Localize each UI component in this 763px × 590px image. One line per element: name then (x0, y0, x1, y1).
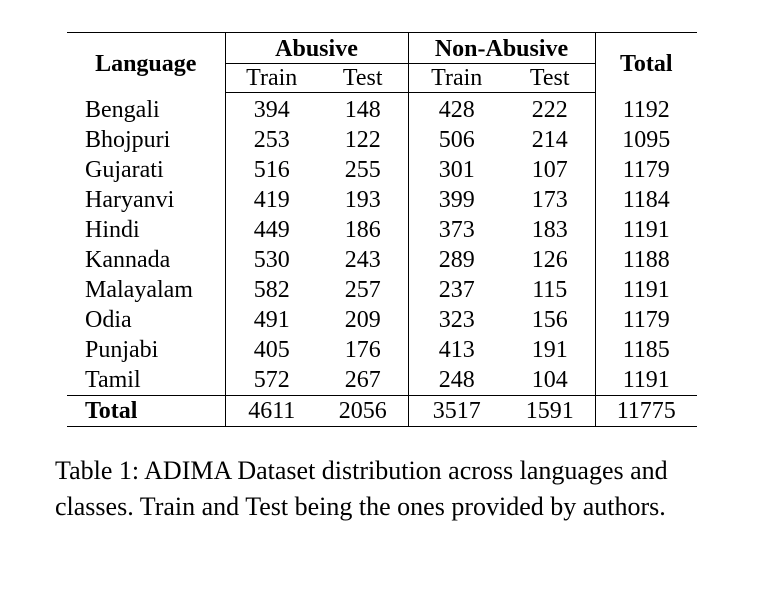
table-row: Haryanvi 419 193 399 173 1184 (67, 185, 697, 215)
cell-total: 1191 (622, 277, 670, 303)
cell-abusive-train: 419 (253, 187, 290, 213)
cell-abusive-train: 530 (253, 247, 290, 273)
cell-abusive-train: 449 (253, 217, 290, 243)
cell-language: Gujarati (67, 155, 226, 185)
cell-non-abusive-train: 399 (438, 187, 475, 213)
table-body: Bengali 394 148 428 222 1192 Bhojpuri 25… (67, 92, 697, 427)
cell-non-abusive-train: 413 (438, 337, 475, 363)
header-abusive-test: Test (318, 63, 409, 93)
cell-non-abusive-train: 428 (438, 97, 475, 123)
cell-total: 1188 (622, 247, 670, 273)
header-non-abusive-train: Train (408, 63, 505, 93)
cell-non-abusive-test: 107 (505, 155, 596, 185)
cell-language: Malayalam (67, 275, 226, 305)
cell-non-abusive-test: 222 (505, 92, 596, 125)
cell-language: Kannada (67, 245, 226, 275)
cell-total-abusive-train: 4611 (225, 395, 318, 427)
table-row: Tamil 572 267 248 104 1191 (67, 365, 697, 396)
cell-non-abusive-train: 248 (438, 367, 475, 393)
cell-non-abusive-train: 506 (438, 127, 475, 153)
header-abusive-train: Train (225, 63, 318, 93)
table-row: Odia 491 209 323 156 1179 (67, 305, 697, 335)
cell-non-abusive-test: 126 (505, 245, 596, 275)
cell-abusive-train: 253 (253, 127, 290, 153)
header-row-sub: Train Test Train Test (67, 63, 697, 93)
cell-abusive-test: 186 (318, 215, 409, 245)
header-language: Language (67, 32, 226, 93)
cell-non-abusive-test: 104 (505, 365, 596, 396)
cell-abusive-train: 405 (253, 337, 290, 363)
cell-total: 1191 (622, 367, 670, 393)
cell-non-abusive-test: 156 (505, 305, 596, 335)
cell-abusive-test: 176 (318, 335, 409, 365)
cell-total: 1191 (622, 217, 670, 243)
header-non-abusive-test: Test (505, 63, 596, 93)
header-total: Total (595, 32, 697, 93)
cell-total: 1179 (622, 307, 670, 333)
cell-non-abusive-test: 173 (505, 185, 596, 215)
cell-abusive-test: 122 (318, 125, 409, 155)
cell-language: Haryanvi (67, 185, 226, 215)
table-row: Gujarati 516 255 301 107 1179 (67, 155, 697, 185)
cell-non-abusive-test: 183 (505, 215, 596, 245)
cell-total: 1184 (622, 187, 670, 213)
cell-language: Odia (67, 305, 226, 335)
cell-non-abusive-train: 323 (438, 307, 475, 333)
table-row: Punjabi 405 176 413 191 1185 (67, 335, 697, 365)
cell-language: Bengali (67, 92, 226, 125)
cell-language: Bhojpuri (67, 125, 226, 155)
table-row: Bhojpuri 253 122 506 214 1095 (67, 125, 697, 155)
cell-non-abusive-test: 115 (505, 275, 596, 305)
cell-abusive-test: 209 (318, 305, 409, 335)
cell-grand-total: 11775 (595, 395, 697, 427)
cell-total-label: Total (67, 395, 226, 427)
table-row: Kannada 530 243 289 126 1188 (67, 245, 697, 275)
cell-language: Punjabi (67, 335, 226, 365)
cell-language: Tamil (67, 365, 226, 396)
cell-language: Hindi (67, 215, 226, 245)
cell-non-abusive-train: 289 (438, 247, 475, 273)
cell-non-abusive-train: 237 (438, 277, 475, 303)
cell-abusive-test: 148 (318, 92, 409, 125)
cell-abusive-test: 193 (318, 185, 409, 215)
cell-non-abusive-train: 373 (438, 217, 475, 243)
table-caption: Table 1: ADIMA Dataset distribution acro… (55, 456, 668, 521)
cell-non-abusive-train: 301 (438, 157, 475, 183)
cell-total-abusive-test: 2056 (318, 395, 409, 427)
cell-abusive-train: 572 (253, 367, 290, 393)
cell-abusive-test: 257 (318, 275, 409, 305)
table-row: Hindi 449 186 373 183 1191 (67, 215, 697, 245)
cell-total: 1095 (622, 127, 671, 153)
cell-abusive-test: 243 (318, 245, 409, 275)
total-row: Total 4611 2056 3517 1591 11775 (67, 395, 697, 427)
cell-abusive-train: 516 (253, 157, 290, 183)
table-row: Malayalam 582 257 237 115 1191 (67, 275, 697, 305)
cell-total-non-abusive-train: 3517 (408, 395, 505, 427)
dataset-table-container: Language Abusive Non-Abusive Total Train… (67, 32, 697, 427)
cell-abusive-test: 267 (318, 365, 409, 396)
table-row: Bengali 394 148 428 222 1192 (67, 92, 697, 125)
cell-abusive-train: 491 (253, 307, 290, 333)
header-row-top: Language Abusive Non-Abusive Total (67, 32, 697, 93)
cell-abusive-train: 394 (253, 97, 290, 123)
header-non-abusive: Non-Abusive (408, 32, 596, 64)
cell-total: 1192 (622, 96, 670, 123)
cell-non-abusive-test: 214 (505, 125, 596, 155)
header-abusive: Abusive (225, 32, 409, 64)
cell-total-non-abusive-test: 1591 (505, 395, 596, 427)
cell-total: 1185 (622, 337, 670, 363)
cell-abusive-test: 255 (318, 155, 409, 185)
cell-non-abusive-test: 191 (505, 335, 596, 365)
dataset-distribution-table: Language Abusive Non-Abusive Total Train… (67, 32, 697, 427)
cell-abusive-train: 582 (253, 277, 290, 303)
cell-total: 1179 (622, 157, 670, 183)
